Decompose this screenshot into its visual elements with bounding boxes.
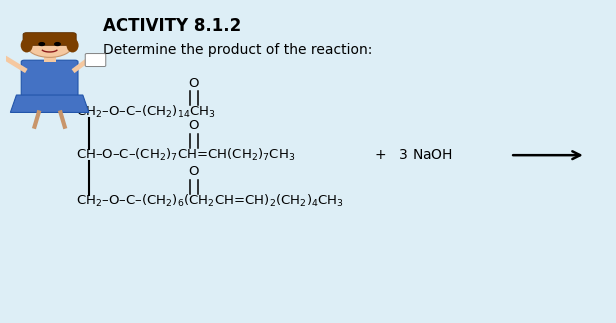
Circle shape (26, 33, 73, 57)
FancyBboxPatch shape (21, 60, 78, 97)
FancyBboxPatch shape (85, 54, 106, 67)
Ellipse shape (67, 38, 79, 52)
Ellipse shape (21, 38, 33, 52)
Text: Determine the product of the reaction:: Determine the product of the reaction: (103, 43, 372, 57)
Text: CH$_2$–O–C–(CH$_2$)$_6$(CH$_2$CH=CH)$_2$(CH$_2$)$_4$CH$_3$: CH$_2$–O–C–(CH$_2$)$_6$(CH$_2$CH=CH)$_2$… (76, 193, 344, 209)
Bar (44, 55, 55, 62)
Circle shape (55, 43, 60, 46)
Circle shape (39, 43, 44, 46)
Text: $+$   3 NaOH: $+$ 3 NaOH (375, 148, 453, 162)
FancyBboxPatch shape (23, 33, 76, 45)
Text: CH–O–C–(CH$_2$)$_7$CH=CH(CH$_2$)$_7$CH$_3$: CH–O–C–(CH$_2$)$_7$CH=CH(CH$_2$)$_7$CH$_… (76, 147, 295, 163)
Text: ACTIVITY 8.1.2: ACTIVITY 8.1.2 (103, 17, 241, 36)
Text: O: O (188, 77, 198, 90)
Text: O: O (188, 165, 198, 178)
Text: CH$_2$–O–C–(CH$_2$)$_{14}$CH$_3$: CH$_2$–O–C–(CH$_2$)$_{14}$CH$_3$ (76, 104, 216, 120)
Text: O: O (188, 120, 198, 132)
Polygon shape (10, 95, 89, 112)
